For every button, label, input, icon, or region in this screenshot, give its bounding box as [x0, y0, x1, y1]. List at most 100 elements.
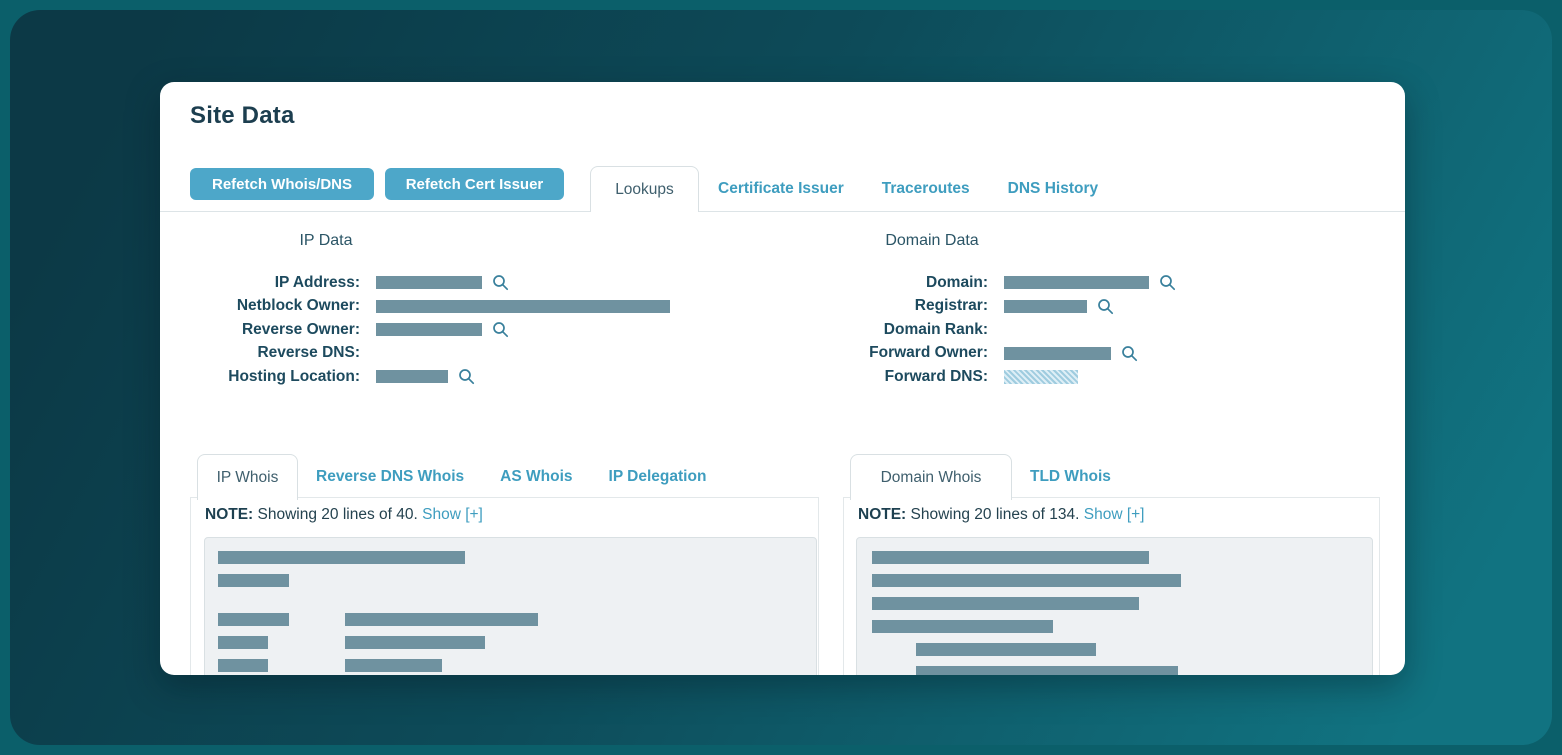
field-value [376, 368, 475, 385]
field-label: Domain: [926, 273, 988, 291]
redacted-text-line [872, 643, 1372, 656]
tab-traceroutes[interactable]: Traceroutes [881, 180, 970, 197]
header-separator [160, 211, 1405, 212]
ip-whois-tab-bar: IP Whois Reverse DNS Whois AS Whois IP Dele… [197, 454, 724, 500]
tab-ip-delegation[interactable]: IP Delegation [608, 467, 707, 485]
redacted-value-bar [1004, 346, 1111, 360]
field-value [1004, 274, 1176, 291]
field-value [1004, 345, 1138, 362]
refetch-cert-issuer-button[interactable]: Refetch Cert Issuer [385, 168, 564, 200]
tab-lookups[interactable]: Lookups [590, 166, 699, 212]
redaction-bar [872, 551, 1149, 564]
redacted-value-bar [1004, 276, 1149, 290]
tab-as-whois[interactable]: AS Whois [500, 467, 573, 485]
tab-ip-whois[interactable]: IP Whois [197, 454, 298, 500]
blank-line [218, 597, 816, 603]
redacted-text-line [218, 551, 816, 564]
redaction-bar [218, 551, 465, 564]
redacted-value-bar [376, 276, 482, 290]
page-title: Site Data [190, 102, 295, 129]
refetch-whois-dns-button[interactable]: Refetch Whois/DNS [190, 168, 374, 200]
redacted-value-bar [1004, 369, 1078, 384]
tab-domain-whois[interactable]: Domain Whois [850, 454, 1012, 500]
show-more-link[interactable]: Show [+] [422, 506, 483, 523]
redacted-text-line [218, 659, 816, 672]
search-icon[interactable] [492, 274, 509, 291]
redaction-bar [916, 666, 1178, 675]
tab-certificate-issuer[interactable]: Certificate Issuer [718, 180, 844, 197]
redacted-text-line [872, 551, 1372, 564]
note-prefix: NOTE: [205, 506, 254, 523]
domain-data-fields: Domain: Registrar: Domain Rank: Forward Own… [800, 271, 1176, 389]
ip-data-heading: IP Data [299, 232, 353, 249]
field-label: Netblock Owner: [236, 297, 360, 315]
field-row-forward-dns: Forward DNS: [800, 365, 1176, 389]
redacted-value-bar [1004, 299, 1087, 313]
redaction-bar [872, 597, 1139, 610]
redaction-bar [872, 574, 1181, 587]
redaction-bar [218, 659, 268, 672]
redaction-bar [218, 574, 289, 587]
field-value [1004, 369, 1078, 384]
ip-whois-note: NOTE: Showing 20 lines of 40. Show [+] [205, 506, 483, 524]
redaction-bar [218, 636, 268, 649]
search-icon[interactable] [458, 368, 475, 385]
domain-whois-tab-bar: Domain Whois TLD Whois [850, 454, 1129, 500]
field-row-domain: Domain: [800, 271, 1176, 295]
tab-dns-history[interactable]: DNS History [1007, 180, 1099, 197]
domain-whois-note: NOTE: Showing 20 lines of 134. Show [+] [858, 506, 1144, 524]
redacted-value-bar [376, 370, 448, 384]
field-row-reverse-owner: Reverse Owner: [190, 318, 670, 342]
field-label: Reverse DNS: [257, 344, 360, 362]
field-label: Registrar: [914, 297, 988, 315]
field-value [1004, 298, 1114, 315]
ip-whois-panel: NOTE: Showing 20 lines of 40. Show [+] [190, 497, 819, 675]
note-prefix: NOTE: [858, 506, 907, 523]
field-row-registrar: Registrar: [800, 295, 1176, 319]
search-icon[interactable] [1097, 298, 1114, 315]
redacted-text-line [872, 597, 1372, 610]
field-label: Hosting Location: [228, 367, 360, 385]
field-row-ip-address: IP Address: [190, 271, 670, 295]
field-value [376, 299, 670, 313]
redaction-bar [345, 659, 442, 672]
field-row-forward-owner: Forward Owner: [800, 342, 1176, 366]
redacted-text-line [218, 636, 816, 649]
search-icon[interactable] [492, 321, 509, 338]
redacted-value-bar [376, 299, 670, 313]
redacted-text-line [218, 613, 816, 626]
tab-reverse-dns-whois[interactable]: Reverse DNS Whois [316, 467, 465, 485]
ip-whois-redacted-output [204, 537, 817, 675]
show-more-link[interactable]: Show [+] [1083, 506, 1145, 523]
redaction-bar [916, 643, 1096, 656]
redacted-text-line [218, 574, 816, 587]
redacted-text-line [872, 574, 1372, 587]
site-data-card: Site Data Refetch Whois/DNS Refetch Cert… [160, 82, 1405, 675]
field-label: Forward Owner: [869, 344, 988, 362]
redaction-bar [872, 620, 1053, 633]
note-text: Showing 20 lines of 40. [253, 506, 423, 523]
ip-data-fields: IP Address: Netblock Owner: Reverse Owner:… [190, 271, 670, 389]
tab-tld-whois[interactable]: TLD Whois [1030, 467, 1111, 485]
field-row-hosting-location: Hosting Location: [190, 365, 670, 389]
domain-whois-panel: NOTE: Showing 20 lines of 134. Show [+] [843, 497, 1380, 675]
field-label: Forward DNS: [884, 367, 988, 385]
field-row-reverse-dns: Reverse DNS: [190, 342, 670, 366]
redacted-value-bar [376, 323, 482, 337]
search-icon[interactable] [1159, 274, 1176, 291]
field-label: Reverse Owner: [241, 320, 360, 338]
redacted-text-line [872, 620, 1372, 633]
field-value [376, 321, 509, 338]
note-text: Showing 20 lines of 134. [906, 506, 1084, 523]
field-label: IP Address: [274, 273, 360, 291]
field-label: Domain Rank: [883, 320, 988, 338]
redaction-bar [345, 613, 538, 626]
redaction-bar [345, 636, 485, 649]
field-row-domain-rank: Domain Rank: [800, 318, 1176, 342]
redacted-text-line [872, 666, 1372, 675]
domain-data-heading: Domain Data [885, 232, 979, 249]
search-icon[interactable] [1121, 345, 1138, 362]
main-tab-bar: Lookups Certificate Issuer Traceroutes DNS … [590, 166, 1117, 212]
redaction-bar [218, 613, 289, 626]
